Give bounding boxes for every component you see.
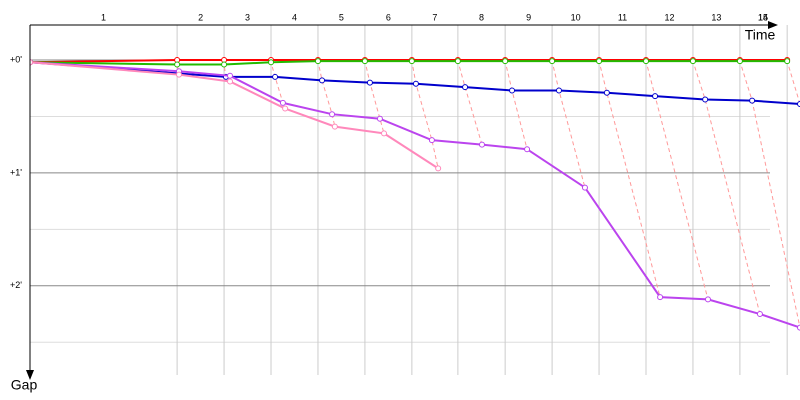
series-line: [30, 60, 788, 66]
data-point: [643, 58, 649, 65]
lap-label: 4: [292, 12, 297, 22]
data-point: [502, 58, 509, 65]
data-point: [524, 146, 531, 153]
data-point: [509, 87, 516, 94]
data-point: [174, 61, 181, 68]
series-line: [30, 61, 800, 329]
data-point: [603, 89, 610, 96]
lap-label: 6: [386, 12, 391, 22]
data-point: [314, 58, 321, 65]
lap-label: 9: [526, 12, 531, 22]
data-point: [704, 296, 711, 303]
lap-label: 10: [571, 12, 581, 22]
data-point: [376, 115, 383, 122]
lap-guide: [786, 60, 800, 105]
data-point: [331, 123, 338, 130]
data-point: [652, 93, 659, 100]
data-point: [797, 101, 800, 108]
lap-label: 1: [101, 12, 106, 22]
data-point: [702, 96, 709, 103]
y-arrow: [26, 370, 34, 380]
x-axis-label: Time: [745, 27, 776, 43]
data-point: [454, 58, 461, 65]
data-point: [268, 59, 275, 66]
lap-label: 11: [618, 12, 627, 22]
data-point: [175, 71, 182, 78]
data-point: [596, 58, 603, 65]
y-axis-label: Gap: [11, 377, 38, 393]
data-point: [381, 130, 388, 137]
data-point: [736, 58, 743, 65]
lap-guide: [504, 60, 528, 150]
data-point: [784, 58, 791, 65]
lap-label: 5: [339, 12, 344, 22]
data-point: [361, 58, 368, 65]
data-point: [408, 58, 415, 65]
data-point: [282, 105, 289, 112]
lap-guide: [457, 60, 483, 145]
data-point: [756, 311, 763, 318]
lap-label: 15: [758, 12, 768, 22]
lap-label: 8: [479, 12, 484, 22]
lap-label: 7: [432, 12, 437, 22]
data-point: [462, 84, 469, 91]
data-point: [749, 97, 756, 104]
data-point: [30, 59, 33, 66]
lap-label: 12: [664, 12, 674, 22]
x-arrow: [768, 21, 778, 29]
data-point: [227, 72, 234, 79]
grid: [30, 25, 788, 375]
data-point: [279, 99, 286, 106]
data-point: [319, 77, 326, 84]
y-tick-label: +2': [10, 280, 22, 290]
data-point: [689, 58, 696, 65]
lap-guide: [364, 60, 385, 134]
data-point: [272, 73, 279, 80]
series-lines: [30, 57, 800, 331]
lap-label: 14: [758, 12, 768, 22]
data-point: [221, 61, 228, 68]
lap-label: 2: [198, 12, 203, 22]
lap-label: 13: [711, 12, 721, 22]
data-point: [329, 111, 336, 118]
lap-guide: [411, 60, 439, 169]
data-point: [428, 137, 435, 144]
data-point: [657, 294, 664, 301]
data-point: [366, 79, 373, 86]
y-tick-label: +0': [10, 54, 22, 64]
data-point: [435, 165, 442, 172]
lap-label: 3: [245, 12, 250, 22]
y-tick-label: +1': [10, 167, 22, 177]
data-point: [555, 87, 562, 94]
data-point: [797, 324, 800, 331]
data-point: [227, 78, 234, 85]
data-point: [412, 80, 419, 87]
data-point: [478, 141, 485, 148]
data-point: [581, 184, 588, 191]
data-point: [549, 58, 556, 65]
